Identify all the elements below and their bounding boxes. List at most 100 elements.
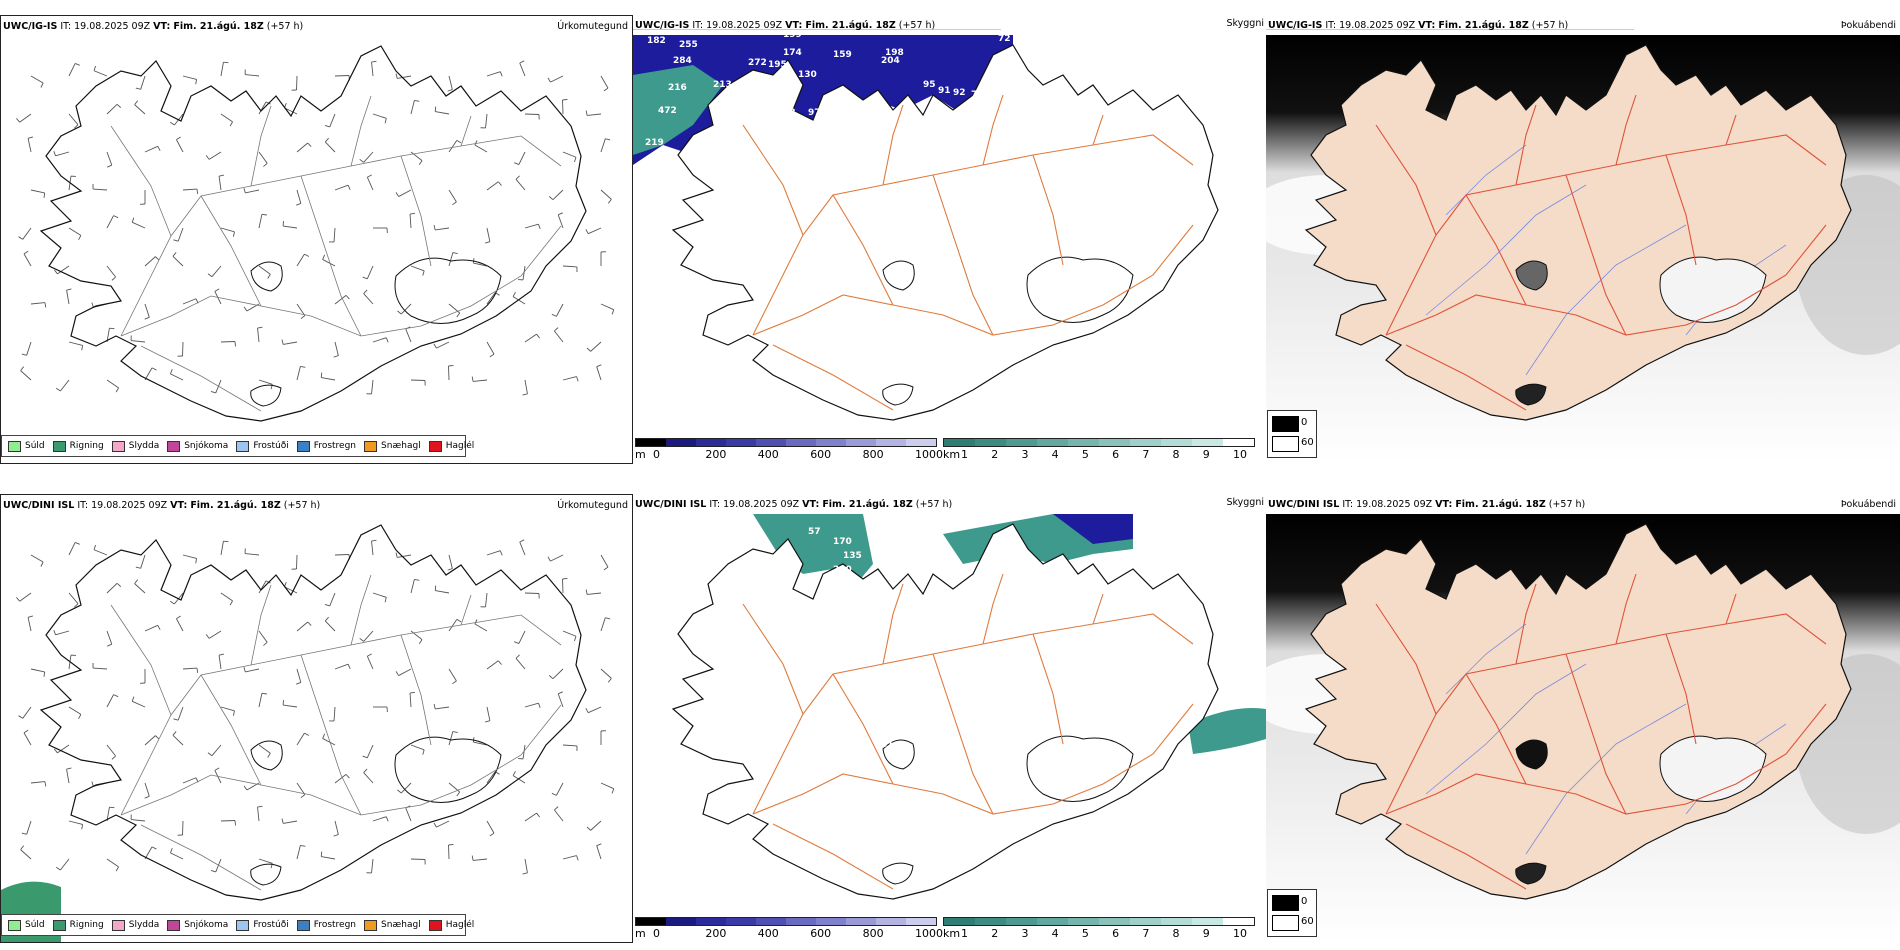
fog-indicator-map: [1266, 514, 1900, 943]
ceiling-value-label: 108: [758, 103, 777, 113]
legend-label: Haglél: [445, 441, 475, 451]
colorbar-segment: [1130, 439, 1161, 446]
ceiling-value-label: 91: [938, 86, 951, 96]
ceiling-value-label: 213: [713, 80, 732, 90]
legend-swatch: [364, 440, 378, 452]
panel-title: Þokuábendi: [1840, 20, 1896, 31]
visibility-colorbar: km 1 2 3 4 5 6 7 8 9 10: [943, 917, 1255, 941]
colorbar-tick: 7: [1142, 927, 1150, 940]
legend-label: Rigning: [69, 441, 104, 451]
colorbar-tick: 8: [1172, 448, 1180, 461]
colorbar-segment: [1006, 439, 1037, 446]
colorbar-strip: [635, 917, 937, 926]
colorbar-unit: km: [943, 927, 961, 940]
ceiling-value-label: 130: [798, 70, 817, 80]
ceiling-value-label: 92: [953, 88, 966, 98]
colorbar-segment: [906, 439, 936, 446]
ceiling-value-label: 200: [833, 565, 852, 575]
legend-label: Snjókoma: [184, 441, 229, 451]
colorbar-tick: 5: [1081, 448, 1089, 461]
legend-item: Rigning: [52, 440, 104, 452]
legend-item: Frostregn: [296, 919, 356, 931]
legend-item: Slydda: [111, 440, 160, 452]
colorbar-tick: 2: [991, 448, 999, 461]
ceiling-visibility-map: 182 255 199 125 72 284 272 174 159 198 83 204 130 216…: [633, 28, 1219, 421]
fog-legend-label: 0: [1301, 896, 1308, 907]
legend-item: Súld: [8, 440, 45, 452]
legend-label: Snæhagl: [381, 920, 421, 930]
ceiling-value-label: 199: [783, 30, 802, 40]
ceiling-value-label: 135: [843, 551, 862, 561]
colorbar-segment: [786, 918, 816, 925]
colorbar-segment: [1099, 439, 1130, 446]
ceiling-value-label: 472: [658, 106, 677, 116]
ceiling-visibility-map: 103 57 170 135 200 104 31 64: [671, 509, 1266, 900]
colorbar-tick: 400: [757, 927, 779, 940]
colorbar-tick: 10: [1233, 448, 1247, 461]
ceiling-value-label: 174: [783, 48, 802, 58]
colorbar-tick: 9: [1202, 448, 1210, 461]
panel-title: Skyggni: [1226, 497, 1264, 508]
low-visibility-area: [633, 65, 723, 155]
colorbar-tick: 800: [862, 448, 884, 461]
panel-header: UWC/IG-IS IT: 19.08.2025 09Z VT: Fim. 21…: [1268, 20, 1569, 31]
fog-legend-swatch: [1272, 436, 1299, 452]
legend-item: Haglél: [428, 919, 474, 931]
colorbar-segment: [1223, 439, 1254, 446]
panel-title: Þokuábendi: [1840, 499, 1896, 510]
legend-swatch: [8, 440, 21, 452]
legend-label: Frostúði: [253, 920, 289, 930]
ceiling-colorbar: m 0 200 400 600 800 1000: [635, 438, 943, 462]
colorbar-tick: 1: [961, 448, 968, 461]
legend-label: Slydda: [128, 441, 160, 451]
legend-swatch: [8, 919, 21, 931]
ceiling-value-label: 284: [673, 56, 692, 66]
panel-header: UWC/IG-IS IT: 19.08.2025 09Z VT: Fim. 21…: [3, 21, 304, 32]
colorbar-segment: [975, 918, 1006, 925]
legend-swatch: [167, 919, 181, 931]
colorbar-tick: 4: [1051, 927, 1059, 940]
legend-label: Rigning: [69, 920, 104, 930]
colorbar-tick: 1000: [915, 927, 943, 940]
ceiling-value-label: 170: [833, 537, 852, 547]
colorbar-segment: [944, 918, 975, 925]
ceiling-value-label: 75: [768, 126, 781, 136]
legend-label: Frostregn: [313, 441, 357, 451]
fog-legend: 0 60: [1267, 410, 1317, 458]
legend-item: Snjókoma: [167, 440, 229, 452]
legend-swatch: [428, 440, 442, 452]
colorbar-segment: [1006, 918, 1037, 925]
precip-panel-row2: UWC/DINI ISL IT: 19.08.2025 09Z VT: Fim.…: [0, 494, 633, 943]
colorbar-segment: [756, 918, 786, 925]
ceiling-value-label: 31: [881, 740, 894, 750]
ceiling-panel-row1: UWC/IG-IS IT: 19.08.2025 09Z VT: Fim. 21…: [633, 15, 1266, 464]
colorbar-tick: 400: [757, 448, 779, 461]
fog-legend-swatch: [1272, 915, 1299, 931]
ceiling-value-label: 118: [850, 130, 869, 140]
precip-type-map: [1, 524, 615, 942]
colorbar-segment: [876, 439, 906, 446]
colorbar-tick: 0: [653, 927, 660, 940]
colorbar-unit: km: [943, 448, 961, 461]
colorbar-tick: 600: [810, 927, 832, 940]
ceiling-value-label: 125: [873, 28, 892, 38]
colorbar-segment: [1037, 918, 1068, 925]
colorbar-segment: [846, 439, 876, 446]
colorbar-segment: [696, 918, 726, 925]
panel-title: Úrkomutegund: [557, 500, 628, 511]
legend-label: Frostúði: [253, 441, 289, 451]
colorbar-segment: [756, 439, 786, 446]
colorbar-segment: [636, 918, 666, 925]
legend-item: Slydda: [111, 919, 160, 931]
legend-label: Slydda: [128, 920, 160, 930]
precip-type-legend: Súld Rigning Slydda Snjókoma Frostúði Frostre…: [1, 435, 474, 457]
low-ceiling-area: [1053, 514, 1133, 544]
colorbar-tick: 200: [705, 448, 727, 461]
colorbar-tick: 1000: [915, 448, 943, 461]
ceiling-value-label: 103: [1133, 509, 1152, 519]
legend-swatch: [296, 919, 310, 931]
ceiling-panel-row2: UWC/DINI ISL IT: 19.08.2025 09Z VT: Fim.…: [633, 494, 1266, 943]
ceiling-value-label: 219: [645, 138, 664, 148]
colorbar-tick: 5: [1081, 927, 1089, 940]
ceiling-value-label: 83: [995, 56, 1008, 66]
